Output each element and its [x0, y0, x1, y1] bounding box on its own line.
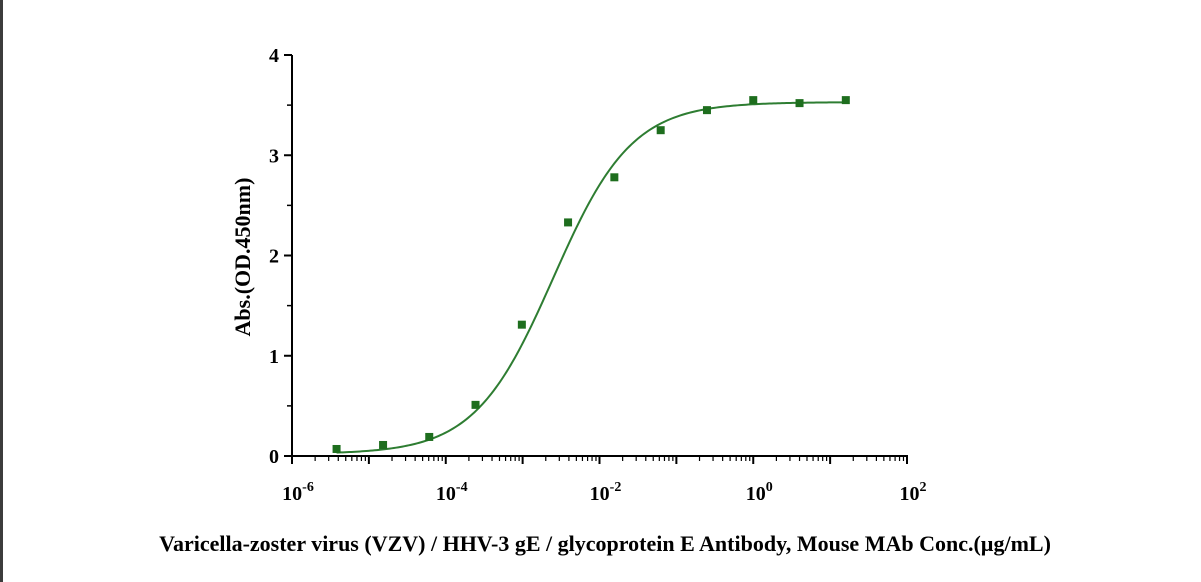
data-point [841, 96, 850, 105]
y-axis-title: Abs.(OD.450nm) [230, 178, 255, 337]
fit-curve [336, 101, 846, 454]
y-tick-label: 3 [269, 145, 279, 167]
x-tick-label: 10-2 [590, 480, 622, 505]
data-point [425, 432, 434, 441]
x-tick-label: 100 [746, 480, 773, 505]
data-point [610, 173, 619, 182]
x-tick-label: 102 [900, 480, 927, 505]
data-point [795, 99, 804, 108]
y-tick-label: 0 [269, 446, 279, 468]
x-axis-title: Varicella-zoster virus (VZV) / HHV-3 gE … [159, 531, 1051, 556]
axes: 0 1 2 3 4 10-6 10-4 10-2 100 102 [269, 45, 927, 505]
y-tick-label: 4 [269, 45, 279, 67]
data-point [517, 320, 526, 329]
data-point [471, 400, 480, 409]
window-edge [0, 0, 3, 582]
data-point [702, 106, 711, 115]
x-tick-label: 10-6 [282, 480, 314, 505]
y-tick-label: 1 [269, 346, 279, 368]
data-point [564, 218, 573, 227]
data-point [379, 440, 388, 449]
y-tick-label: 2 [269, 246, 279, 268]
data-point [749, 96, 758, 105]
data-points-layer [332, 96, 850, 453]
data-point [332, 444, 341, 453]
x-tick-label: 10-4 [436, 480, 468, 505]
data-point [656, 126, 665, 135]
fit-curve-layer [336, 101, 846, 454]
